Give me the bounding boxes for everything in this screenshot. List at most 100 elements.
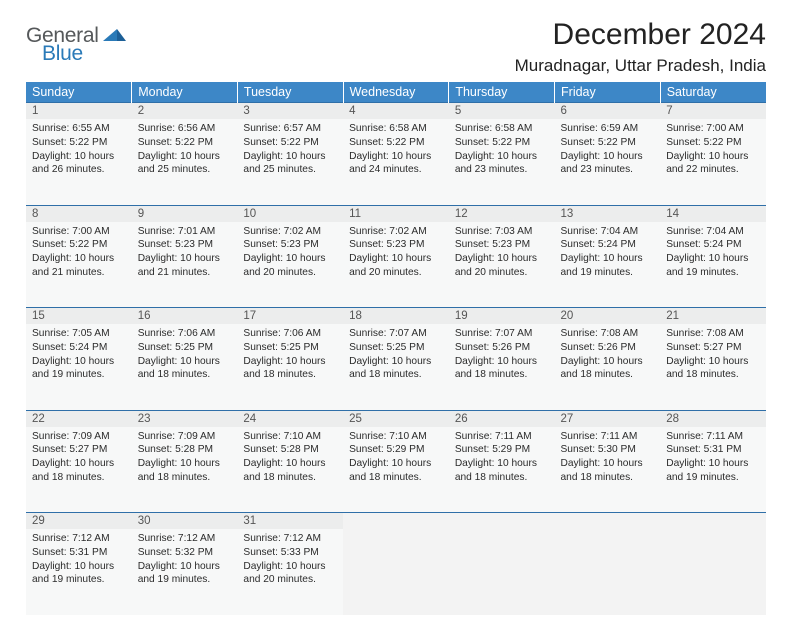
- day-body-cell: Sunrise: 7:08 AMSunset: 5:26 PMDaylight:…: [555, 324, 661, 410]
- day-body-cell: Sunrise: 7:00 AMSunset: 5:22 PMDaylight:…: [26, 222, 132, 308]
- day-body-cell: Sunrise: 7:08 AMSunset: 5:27 PMDaylight:…: [660, 324, 766, 410]
- daylight-line: Daylight: 10 hours and 23 minutes.: [455, 150, 549, 178]
- day-body-cell: Sunrise: 7:09 AMSunset: 5:27 PMDaylight:…: [26, 427, 132, 513]
- day-header: Friday: [555, 82, 661, 103]
- sunset-line: Sunset: 5:22 PM: [349, 136, 443, 150]
- sunrise-line: Sunrise: 7:11 AM: [561, 430, 655, 444]
- daylight-line: Daylight: 10 hours and 20 minutes.: [243, 252, 337, 280]
- week-date-row: 22232425262728: [26, 410, 766, 427]
- sunset-line: Sunset: 5:26 PM: [561, 341, 655, 355]
- week-body-row: Sunrise: 7:12 AMSunset: 5:31 PMDaylight:…: [26, 529, 766, 615]
- day-body-cell: Sunrise: 6:57 AMSunset: 5:22 PMDaylight:…: [237, 119, 343, 205]
- sunrise-line: Sunrise: 7:05 AM: [32, 327, 126, 341]
- day-header: Sunday: [26, 82, 132, 103]
- day-body-cell: Sunrise: 7:02 AMSunset: 5:23 PMDaylight:…: [237, 222, 343, 308]
- sunset-line: Sunset: 5:28 PM: [138, 443, 232, 457]
- daylight-line: Daylight: 10 hours and 23 minutes.: [561, 150, 655, 178]
- day-header: Wednesday: [343, 82, 449, 103]
- day-number-cell: 15: [26, 308, 132, 325]
- month-title: December 2024: [515, 18, 766, 52]
- sunrise-line: Sunrise: 6:58 AM: [455, 122, 549, 136]
- logo-word2: Blue: [42, 42, 83, 65]
- sunset-line: Sunset: 5:24 PM: [561, 238, 655, 252]
- daylight-line: Daylight: 10 hours and 18 minutes.: [243, 457, 337, 485]
- daylight-line: Daylight: 10 hours and 19 minutes.: [32, 560, 126, 588]
- day-number-cell: 16: [132, 308, 238, 325]
- sunrise-line: Sunrise: 7:06 AM: [243, 327, 337, 341]
- day-number-cell: 28: [660, 410, 766, 427]
- daylight-line: Daylight: 10 hours and 19 minutes.: [138, 560, 232, 588]
- sunrise-line: Sunrise: 7:07 AM: [455, 327, 549, 341]
- sunrise-line: Sunrise: 7:10 AM: [349, 430, 443, 444]
- sunset-line: Sunset: 5:23 PM: [349, 238, 443, 252]
- day-number-cell: 25: [343, 410, 449, 427]
- daylight-line: Daylight: 10 hours and 18 minutes.: [349, 355, 443, 383]
- day-number-cell: 24: [237, 410, 343, 427]
- sunset-line: Sunset: 5:25 PM: [243, 341, 337, 355]
- day-header: Tuesday: [237, 82, 343, 103]
- sunrise-line: Sunrise: 7:09 AM: [32, 430, 126, 444]
- day-body-cell: Sunrise: 6:59 AMSunset: 5:22 PMDaylight:…: [555, 119, 661, 205]
- sunset-line: Sunset: 5:22 PM: [455, 136, 549, 150]
- sunset-line: Sunset: 5:31 PM: [32, 546, 126, 560]
- day-number-cell: [660, 513, 766, 530]
- day-body-cell: Sunrise: 7:07 AMSunset: 5:26 PMDaylight:…: [449, 324, 555, 410]
- daylight-line: Daylight: 10 hours and 18 minutes.: [349, 457, 443, 485]
- sunset-line: Sunset: 5:22 PM: [243, 136, 337, 150]
- sunset-line: Sunset: 5:22 PM: [561, 136, 655, 150]
- day-number-cell: 20: [555, 308, 661, 325]
- day-body-cell: Sunrise: 6:55 AMSunset: 5:22 PMDaylight:…: [26, 119, 132, 205]
- day-header: Saturday: [660, 82, 766, 103]
- day-body-cell: Sunrise: 7:10 AMSunset: 5:28 PMDaylight:…: [237, 427, 343, 513]
- daylight-line: Daylight: 10 hours and 19 minutes.: [32, 355, 126, 383]
- sunset-line: Sunset: 5:26 PM: [455, 341, 549, 355]
- day-body-cell: Sunrise: 7:02 AMSunset: 5:23 PMDaylight:…: [343, 222, 449, 308]
- calendar-table: SundayMondayTuesdayWednesdayThursdayFrid…: [26, 82, 766, 615]
- sunrise-line: Sunrise: 7:11 AM: [666, 430, 760, 444]
- daylight-line: Daylight: 10 hours and 18 minutes.: [243, 355, 337, 383]
- sunset-line: Sunset: 5:22 PM: [138, 136, 232, 150]
- logo-mark-icon: [103, 25, 127, 48]
- sunset-line: Sunset: 5:24 PM: [32, 341, 126, 355]
- sunrise-line: Sunrise: 6:58 AM: [349, 122, 443, 136]
- day-body-cell: Sunrise: 7:04 AMSunset: 5:24 PMDaylight:…: [660, 222, 766, 308]
- sunset-line: Sunset: 5:31 PM: [666, 443, 760, 457]
- day-number-cell: 7: [660, 103, 766, 120]
- day-body-cell: Sunrise: 7:11 AMSunset: 5:29 PMDaylight:…: [449, 427, 555, 513]
- day-body-cell: Sunrise: 7:11 AMSunset: 5:30 PMDaylight:…: [555, 427, 661, 513]
- day-number-cell: 10: [237, 205, 343, 222]
- sunset-line: Sunset: 5:23 PM: [243, 238, 337, 252]
- day-header-row: SundayMondayTuesdayWednesdayThursdayFrid…: [26, 82, 766, 103]
- sunrise-line: Sunrise: 6:59 AM: [561, 122, 655, 136]
- day-number-cell: 21: [660, 308, 766, 325]
- sunset-line: Sunset: 5:25 PM: [349, 341, 443, 355]
- daylight-line: Daylight: 10 hours and 18 minutes.: [138, 457, 232, 485]
- sunrise-line: Sunrise: 7:09 AM: [138, 430, 232, 444]
- day-body-cell: Sunrise: 7:05 AMSunset: 5:24 PMDaylight:…: [26, 324, 132, 410]
- sunset-line: Sunset: 5:23 PM: [138, 238, 232, 252]
- sunrise-line: Sunrise: 7:02 AM: [243, 225, 337, 239]
- week-body-row: Sunrise: 7:05 AMSunset: 5:24 PMDaylight:…: [26, 324, 766, 410]
- day-body-cell: Sunrise: 6:58 AMSunset: 5:22 PMDaylight:…: [449, 119, 555, 205]
- sunset-line: Sunset: 5:29 PM: [455, 443, 549, 457]
- sunrise-line: Sunrise: 6:56 AM: [138, 122, 232, 136]
- day-header: Monday: [132, 82, 238, 103]
- daylight-line: Daylight: 10 hours and 18 minutes.: [32, 457, 126, 485]
- sunrise-line: Sunrise: 7:08 AM: [666, 327, 760, 341]
- daylight-line: Daylight: 10 hours and 20 minutes.: [455, 252, 549, 280]
- daylight-line: Daylight: 10 hours and 18 minutes.: [138, 355, 232, 383]
- daylight-line: Daylight: 10 hours and 19 minutes.: [666, 252, 760, 280]
- day-number-cell: 19: [449, 308, 555, 325]
- daylight-line: Daylight: 10 hours and 21 minutes.: [138, 252, 232, 280]
- sunrise-line: Sunrise: 7:04 AM: [666, 225, 760, 239]
- sunset-line: Sunset: 5:25 PM: [138, 341, 232, 355]
- day-number-cell: 3: [237, 103, 343, 120]
- day-number-cell: 8: [26, 205, 132, 222]
- daylight-line: Daylight: 10 hours and 24 minutes.: [349, 150, 443, 178]
- sunset-line: Sunset: 5:27 PM: [666, 341, 760, 355]
- week-date-row: 1234567: [26, 103, 766, 120]
- sunrise-line: Sunrise: 7:08 AM: [561, 327, 655, 341]
- daylight-line: Daylight: 10 hours and 18 minutes.: [455, 457, 549, 485]
- day-body-cell: Sunrise: 7:01 AMSunset: 5:23 PMDaylight:…: [132, 222, 238, 308]
- day-body-cell: Sunrise: 7:00 AMSunset: 5:22 PMDaylight:…: [660, 119, 766, 205]
